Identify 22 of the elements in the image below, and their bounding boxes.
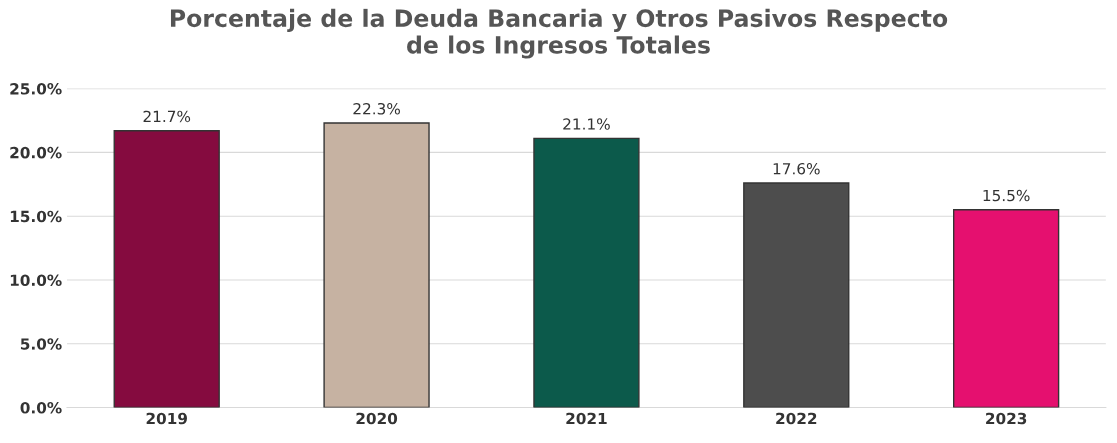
data-label: 15.5%: [983, 189, 1030, 202]
bar: [113, 130, 220, 408]
y-tick-label: 10.0%: [10, 274, 62, 286]
bar: [323, 122, 430, 408]
data-label: 21.7%: [143, 110, 191, 123]
y-tick-label: 0.0%: [20, 402, 62, 414]
y-tick-label: 25.0%: [10, 83, 62, 95]
chart-title: Porcentaje de la Deuda Bancaria y Otros Pasivos Respecto de los Ingresos Totales: [170, 8, 948, 59]
bar: [533, 137, 640, 408]
data-label: 17.6%: [773, 162, 820, 175]
x-tick-label: 2023: [986, 412, 1027, 425]
x-tick-label: 2019: [146, 412, 187, 425]
x-tick-label: 2020: [356, 412, 398, 425]
y-tick-label: 15.0%: [10, 210, 62, 223]
x-tick-label: 2022: [776, 412, 817, 425]
bar: [952, 209, 1060, 408]
data-label: 22.3%: [353, 102, 400, 115]
y-tick-label: 5.0%: [20, 338, 62, 350]
data-label: 21.1%: [563, 118, 610, 130]
y-tick-label: 20.0%: [10, 146, 62, 159]
bar: [743, 182, 850, 408]
x-tick-label: 2021: [566, 412, 607, 425]
